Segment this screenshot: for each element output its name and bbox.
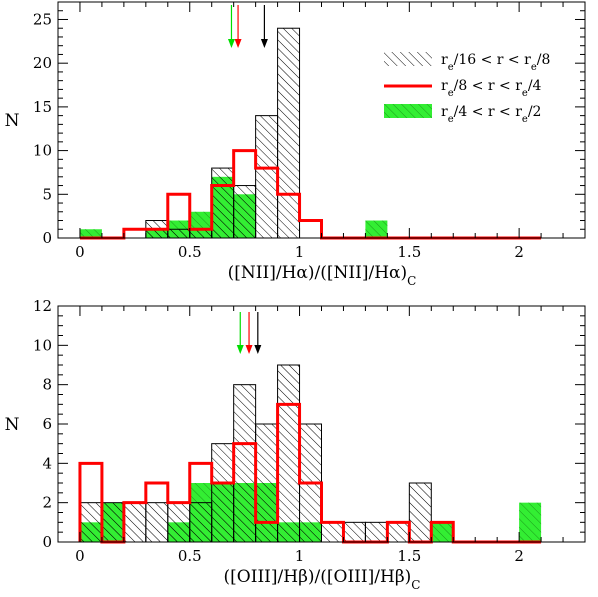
y-tick-label: 8 [42, 376, 52, 394]
x-tick-label: 0 [75, 547, 85, 565]
legend-swatch-hatched [384, 52, 432, 66]
y-tick-label: 12 [33, 297, 52, 315]
legend-label-hatched: re/16 < r < re/8 [441, 52, 550, 73]
hatched-bar [79, 502, 103, 543]
x-tick-label: 2 [514, 243, 524, 261]
y-tick-label: 2 [42, 494, 52, 512]
hatched-bar [211, 167, 235, 239]
red-step-line [78, 402, 542, 544]
legend-swatch-green-hatch [384, 104, 432, 118]
green-bar-hatch [519, 502, 542, 542]
red-arrow-head [234, 39, 242, 48]
hatched-bar [408, 482, 432, 543]
y-tick-label: 6 [42, 415, 52, 433]
y-tick-label: 4 [42, 454, 52, 472]
y-tick-label: 0 [42, 533, 52, 551]
y-tick-label: 15 [33, 98, 52, 116]
x-tick-label: 0 [75, 243, 85, 261]
bottom-panel: 0 0.5 1 1.5 2 0 2 4 6 8 10 12 ([OIII]/Hβ)/([OIII]/H… [5, 297, 586, 592]
hatched-bar [189, 502, 213, 543]
black-arrow-head [254, 345, 262, 354]
hatched-bar [167, 502, 191, 543]
bottom-plot-area [78, 312, 542, 544]
green-arrow-head [236, 345, 244, 354]
black-arrow-head [260, 39, 268, 48]
green-bar-hatch [365, 220, 388, 238]
hatched-bar [123, 502, 147, 543]
x-tick-label: 0.5 [178, 243, 202, 261]
x-tick-label: 1.5 [397, 243, 421, 261]
hatched-bar [255, 423, 279, 543]
hatched-bar [233, 185, 257, 239]
legend-label-red: re/8 < r < re/4 [441, 78, 542, 99]
top-plot-area [79, 5, 542, 240]
y-tick-label: 20 [33, 54, 52, 72]
hatched-bar [145, 502, 169, 543]
hatched-bar [255, 115, 279, 239]
green-arrow-head [227, 39, 235, 48]
y-tick-label: 0 [42, 229, 52, 247]
bottom-ticks: 0 0.5 1 1.5 2 0 2 4 6 8 10 12 [33, 297, 586, 565]
top-axes-frame [57, 1, 586, 239]
hatched-bar [211, 443, 235, 543]
legend-label-green: re/4 < r < re/2 [441, 104, 541, 125]
x-tick-label: 1 [295, 547, 305, 565]
y-tick-label: 10 [33, 142, 52, 160]
legend-item-red: re/8 < r < re/4 [384, 78, 542, 99]
red-arrow-head [245, 345, 253, 354]
hatched-bar [167, 228, 191, 239]
x-tick-label: 1 [295, 243, 305, 261]
top-x-axis-label: ([NII]/Hα)/([NII]/Hα)C [228, 263, 417, 288]
x-tick-label: 1.5 [397, 547, 421, 565]
y-tick-label: 25 [33, 10, 52, 28]
hatched-bar [386, 521, 410, 543]
x-tick-label: 2 [514, 547, 524, 565]
hatched-bar [101, 502, 125, 543]
y-tick-label: 5 [42, 185, 52, 203]
hatched-bar [277, 364, 301, 543]
bottom-y-axis-label: N [5, 415, 20, 435]
top-y-axis-label: N [5, 111, 20, 131]
legend-item-green: re/4 < r < re/2 [384, 104, 541, 125]
hatched-bar [342, 521, 366, 543]
green-bar-hatch [79, 229, 102, 238]
x-tick-label: 0.5 [178, 547, 202, 565]
legend-item-hatched: re/16 < r < re/8 [384, 52, 550, 73]
top-legend: re/16 < r < re/8 re/8 < r < re/4 re/4 < … [384, 52, 550, 125]
hatched-bar [321, 521, 344, 543]
hatched-bar [233, 384, 257, 543]
hatched-bar [277, 27, 301, 239]
hatched-bar [364, 521, 388, 543]
green-bar-hatch [431, 522, 454, 542]
y-tick-label: 10 [33, 336, 52, 354]
bottom-x-axis-label: ([OIII]/Hβ)/([OIII]/Hβ)C [224, 567, 421, 592]
